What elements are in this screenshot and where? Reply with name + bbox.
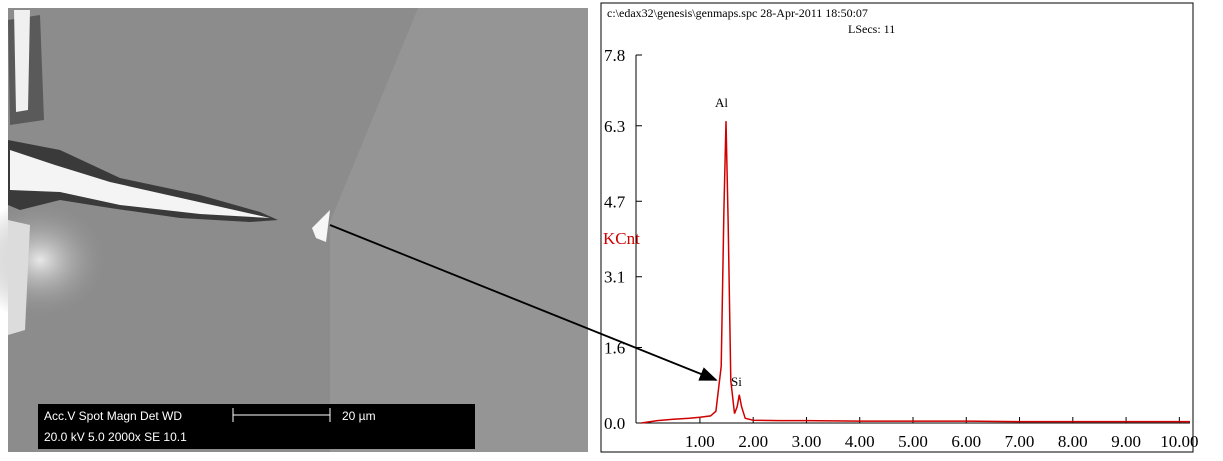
spectrum-subheader: LSecs: 11 (848, 22, 895, 36)
x-tick-label: 9.00 (1111, 432, 1141, 451)
y-tick-label: 4.7 (604, 192, 626, 211)
peak-label: Si (731, 374, 742, 389)
info-values: 20.0 kV 5.0 2000x SE 10.1 (44, 430, 187, 444)
micrograph: Acc.V Spot Magn Det WD 20.0 kV 5.0 2000x… (0, 8, 588, 452)
x-tick-label: 5.00 (898, 432, 928, 451)
spectrum-header: c:\edax32\genesis\genmaps.spc 28-Apr-201… (607, 6, 868, 20)
y-tick-label: 7.8 (604, 46, 625, 65)
x-tick-label: 10.00 (1160, 432, 1198, 451)
y-tick-label: 3.1 (604, 268, 625, 287)
spectrum-frame (600, 2, 1194, 453)
x-tick-label: 6.00 (951, 432, 981, 451)
x-tick-label: 1.00 (685, 432, 715, 451)
x-tick-label: 8.00 (1058, 432, 1088, 451)
y-tick-label: 6.3 (604, 117, 625, 136)
spectrum-line (641, 121, 1190, 424)
info-header: Acc.V Spot Magn Det WD (44, 409, 182, 423)
scale-label: 20 µm (342, 409, 376, 423)
y-tick-label: 0.0 (604, 414, 625, 433)
peak-label: Al (715, 95, 728, 110)
y-tick-label: 1.6 (604, 339, 625, 358)
x-tick-label: 2.00 (738, 432, 768, 451)
pointer-arrow (329, 224, 718, 381)
y-axis-label: KCnt (603, 229, 640, 248)
x-tick-label: 3.00 (792, 432, 822, 451)
x-tick-label: 4.00 (845, 432, 875, 451)
x-tick-label: 7.00 (1005, 432, 1035, 451)
